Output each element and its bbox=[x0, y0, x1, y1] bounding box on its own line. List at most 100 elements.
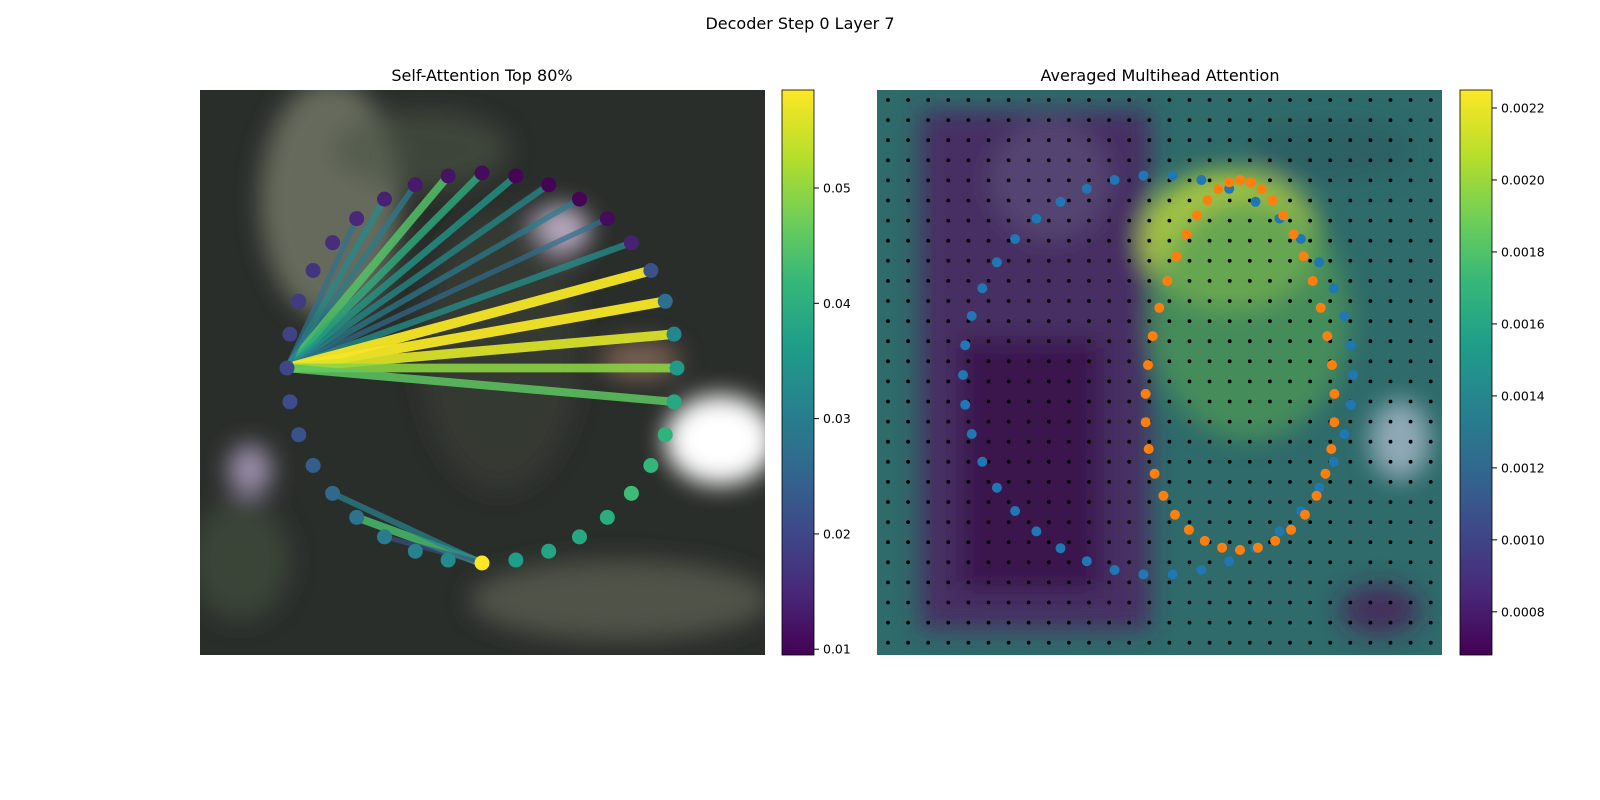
grid-point bbox=[1046, 118, 1051, 122]
grid-point bbox=[1046, 500, 1051, 504]
grid-point bbox=[1087, 158, 1091, 163]
grid-point bbox=[1308, 640, 1312, 645]
grid-point bbox=[1087, 98, 1091, 102]
grid-point bbox=[986, 198, 991, 203]
blue-point bbox=[1328, 456, 1339, 467]
grid-point bbox=[1147, 198, 1152, 203]
grid-point bbox=[1006, 439, 1011, 444]
grid-point bbox=[1207, 500, 1212, 504]
grid-point bbox=[1348, 98, 1353, 102]
grid-point bbox=[1308, 540, 1312, 545]
grid-point bbox=[1247, 439, 1252, 444]
grid-point bbox=[1127, 580, 1132, 585]
grid-point bbox=[966, 198, 971, 203]
grid-point bbox=[966, 98, 971, 102]
grid-point bbox=[1348, 419, 1353, 424]
grid-point bbox=[1147, 620, 1152, 625]
orange-point bbox=[1202, 195, 1213, 206]
grid-point bbox=[1268, 480, 1272, 484]
grid-point bbox=[946, 459, 951, 464]
grid-point bbox=[1288, 279, 1292, 283]
grid-point bbox=[1087, 480, 1091, 484]
grid-point bbox=[1046, 600, 1051, 605]
grid-point bbox=[1087, 439, 1091, 444]
grid-point bbox=[1408, 399, 1413, 404]
grid-point bbox=[1167, 540, 1172, 545]
grid-point bbox=[1348, 640, 1353, 645]
grid-point bbox=[1288, 399, 1292, 404]
grid-point bbox=[1006, 158, 1011, 163]
orange-point bbox=[1288, 229, 1299, 240]
grid-point bbox=[1388, 118, 1393, 122]
grid-point bbox=[1348, 218, 1353, 223]
orange-point bbox=[1245, 177, 1256, 188]
orange-point bbox=[1326, 444, 1337, 454]
grid-point bbox=[1348, 359, 1353, 364]
grid-point bbox=[1308, 299, 1312, 303]
grid-point bbox=[886, 640, 890, 645]
orange-point bbox=[1224, 177, 1235, 188]
attention-edge-4 bbox=[283, 172, 520, 372]
attention-edge-14 bbox=[284, 215, 360, 371]
blue-point bbox=[991, 257, 1002, 268]
grid-point bbox=[1187, 640, 1192, 645]
orange-point bbox=[1158, 490, 1169, 501]
grid-point bbox=[1107, 419, 1111, 424]
grid-point bbox=[1388, 459, 1393, 464]
grid-point bbox=[1127, 319, 1132, 323]
grid-point bbox=[906, 319, 910, 323]
grid-point bbox=[1187, 560, 1192, 565]
grid-point bbox=[1288, 178, 1292, 183]
grid-point bbox=[1147, 178, 1152, 183]
grid-point bbox=[946, 500, 951, 504]
grid-point bbox=[1207, 399, 1212, 404]
grid-point bbox=[1308, 379, 1312, 384]
self-attention-title: Self-Attention Top 80% bbox=[391, 66, 572, 85]
blue-point bbox=[1031, 213, 1042, 224]
grid-point bbox=[1127, 600, 1132, 605]
attention-edge-9 bbox=[282, 265, 656, 373]
grid-point bbox=[1227, 218, 1232, 223]
grid-point bbox=[1247, 580, 1252, 585]
attention-node-23 bbox=[623, 235, 639, 251]
grid-point bbox=[1247, 399, 1252, 404]
grid-point bbox=[926, 459, 931, 464]
grid-point bbox=[1087, 419, 1091, 424]
orange-point bbox=[1329, 417, 1340, 428]
orange-point bbox=[1300, 509, 1310, 520]
grid-point bbox=[1207, 480, 1212, 484]
grid-point bbox=[1147, 138, 1152, 143]
multihead-attention-title: Averaged Multihead Attention bbox=[1041, 66, 1280, 85]
grid-point bbox=[926, 238, 931, 243]
figure-title: Decoder Step 0 Layer 7 bbox=[705, 14, 894, 33]
grid-point bbox=[966, 500, 971, 504]
grid-point bbox=[1207, 218, 1212, 223]
grid-point bbox=[1127, 158, 1132, 163]
blue-point bbox=[1138, 170, 1149, 181]
attention-node-2 bbox=[407, 543, 423, 559]
self-attention-colorbar bbox=[781, 89, 815, 656]
grid-point bbox=[1067, 520, 1071, 524]
grid-point bbox=[1067, 178, 1071, 183]
attention-node-18 bbox=[474, 165, 490, 181]
grid-point bbox=[1388, 238, 1393, 243]
grid-point bbox=[1107, 439, 1111, 444]
grid-point bbox=[1408, 600, 1413, 605]
grid-point bbox=[1368, 198, 1373, 203]
grid-point bbox=[1308, 359, 1312, 364]
grid-point bbox=[1187, 118, 1192, 122]
grid-point bbox=[1328, 520, 1333, 524]
grid-point bbox=[1428, 640, 1433, 645]
grid-point bbox=[946, 158, 951, 163]
attention-node-29 bbox=[657, 427, 673, 443]
grid-point bbox=[1247, 540, 1252, 545]
grid-point bbox=[1308, 439, 1312, 444]
grid-point bbox=[1348, 439, 1353, 444]
grid-point bbox=[1268, 500, 1272, 504]
grid-point bbox=[1006, 299, 1011, 303]
grid-point bbox=[906, 238, 910, 243]
grid-point bbox=[986, 439, 991, 444]
orange-point bbox=[1191, 210, 1202, 221]
grid-point bbox=[946, 439, 951, 444]
grid-point bbox=[1026, 118, 1031, 122]
